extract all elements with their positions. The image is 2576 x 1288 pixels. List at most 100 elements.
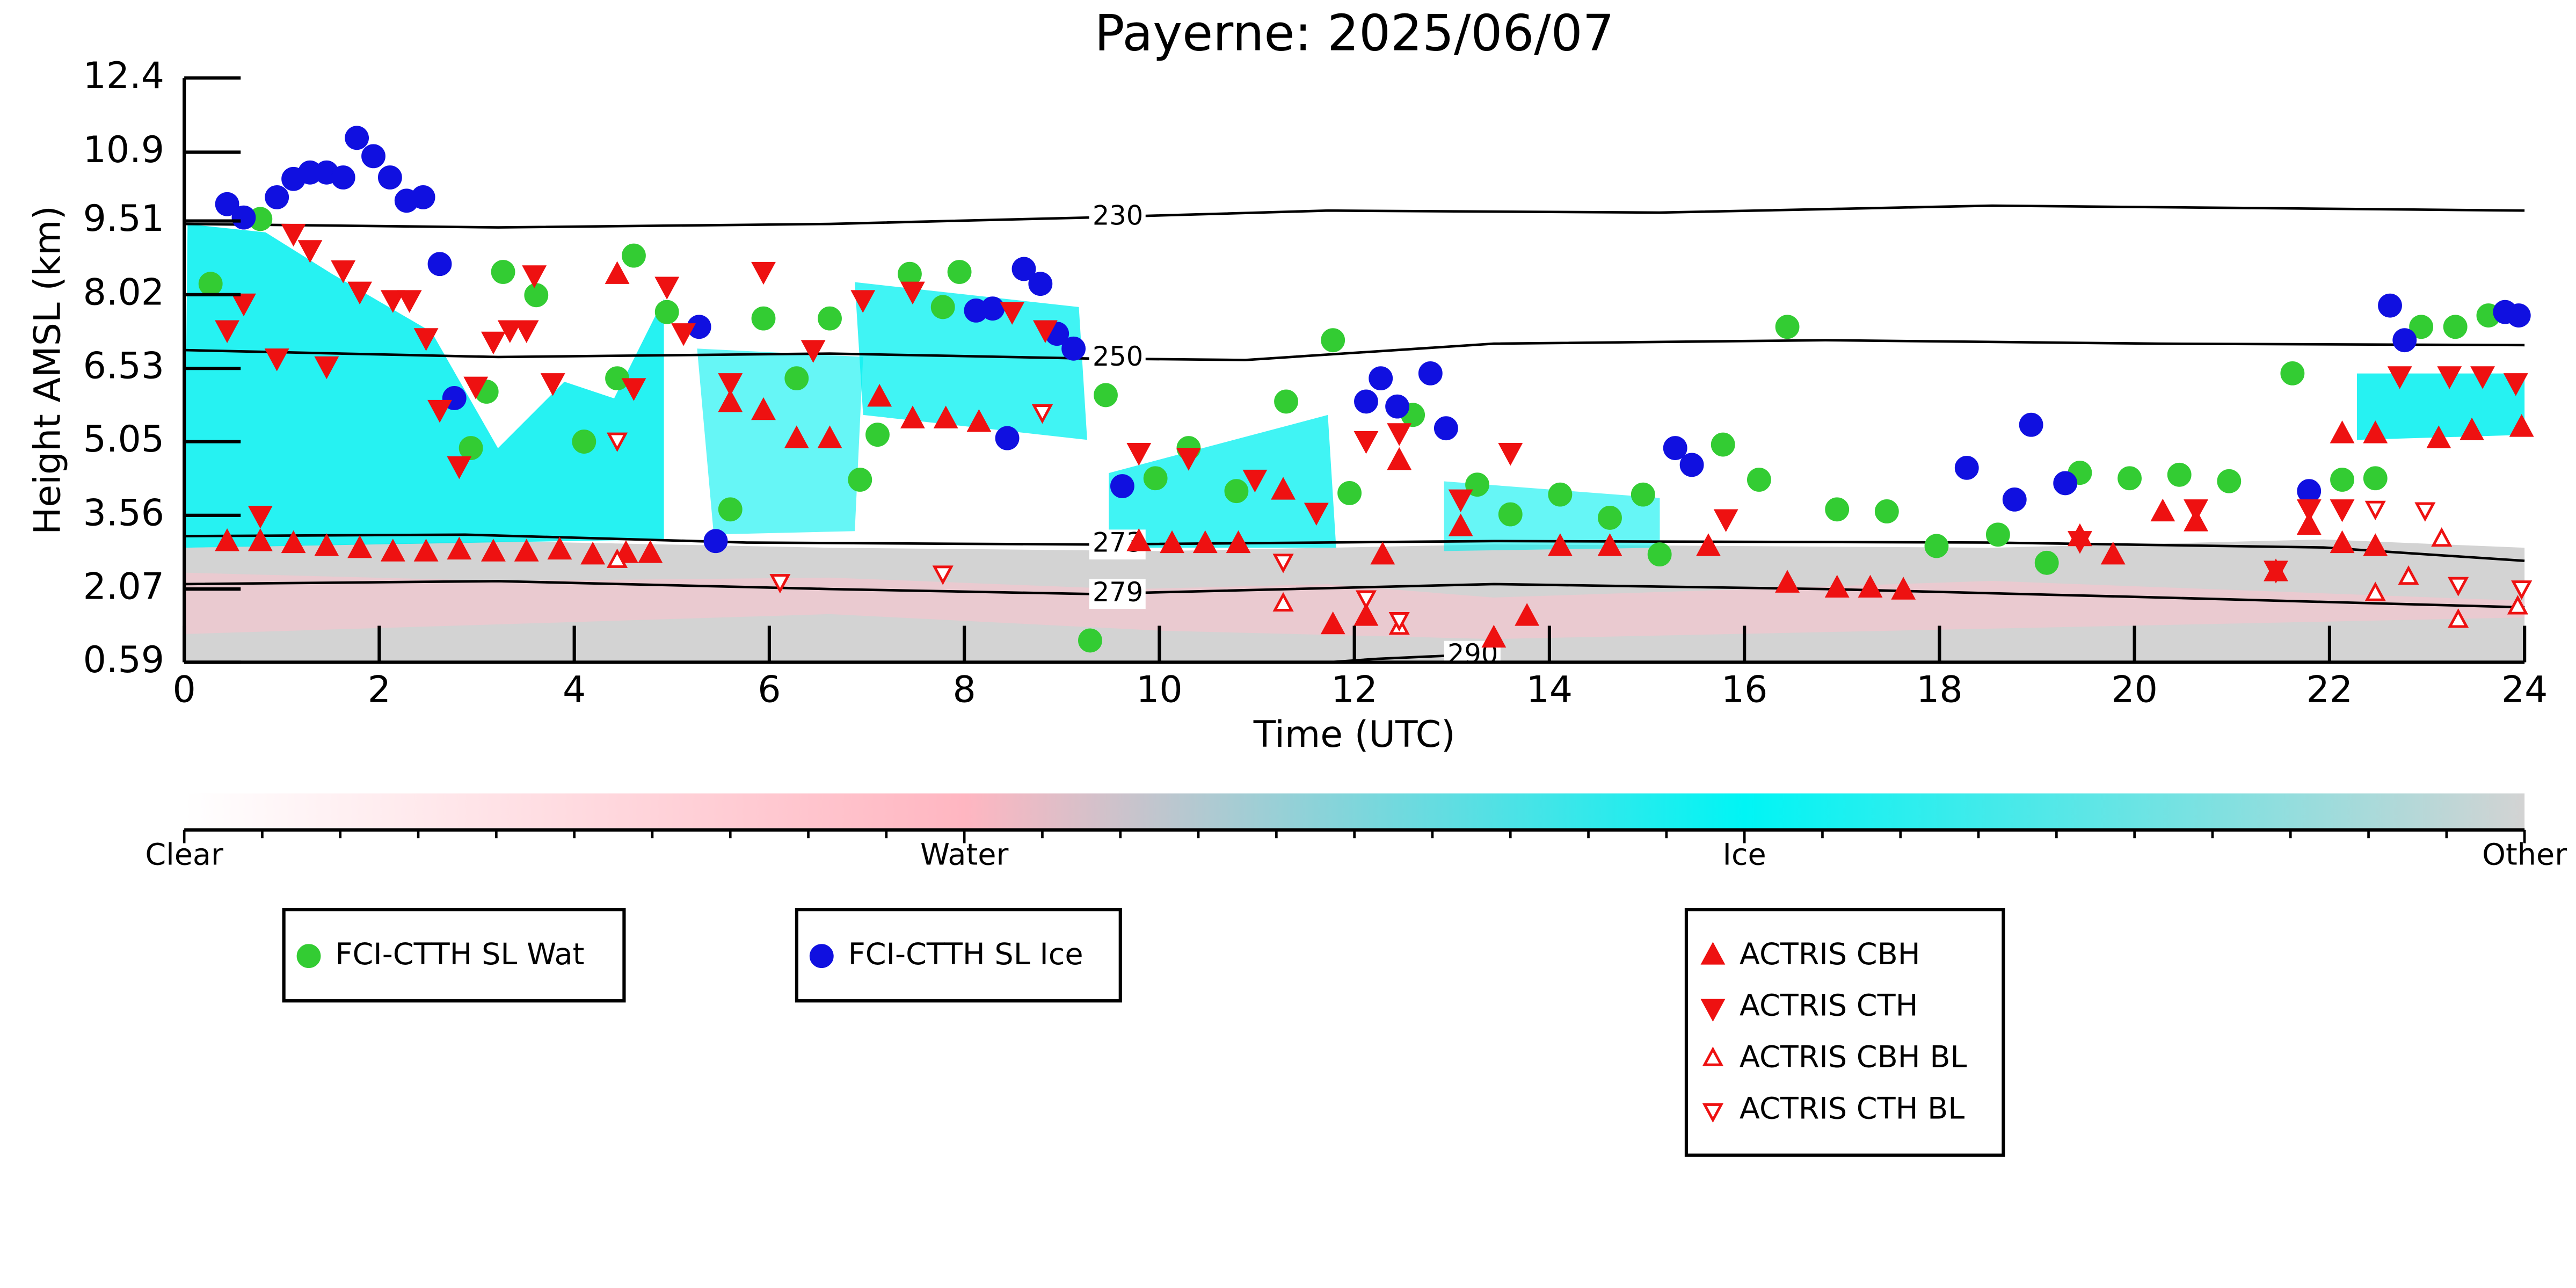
- data-point: [718, 497, 743, 522]
- data-point: [606, 432, 628, 452]
- y-tick-label: 5.05: [83, 418, 164, 461]
- data-point: [1370, 541, 1395, 565]
- data-point: [1498, 443, 1523, 466]
- data-point: [1272, 554, 1294, 573]
- data-point: [427, 252, 452, 276]
- data-point: [2470, 366, 2495, 389]
- data-point: [215, 528, 240, 551]
- data-point: [1891, 577, 1916, 600]
- data-point: [514, 539, 539, 562]
- data-point: [2363, 466, 2388, 491]
- data-point: [966, 409, 992, 432]
- data-point: [1387, 423, 1412, 446]
- data-point: [1775, 570, 1800, 593]
- data-point: [2002, 487, 2027, 512]
- data-point: [718, 389, 743, 412]
- data-point: [1012, 257, 1036, 281]
- data-point: [1176, 448, 1201, 471]
- data-point: [1696, 533, 1721, 556]
- legend-label: ACTRIS CTH BL: [1740, 1091, 1964, 1126]
- data-point: [361, 144, 385, 169]
- data-point: [522, 265, 547, 288]
- data-point: [540, 373, 565, 396]
- data-point: [1858, 574, 1883, 598]
- data-point: [481, 539, 506, 562]
- data-point: [427, 399, 452, 423]
- data-point: [769, 574, 791, 594]
- data-point: [621, 378, 646, 401]
- data-point: [1663, 436, 1687, 460]
- data-point: [2409, 315, 2434, 339]
- data-point: [2437, 366, 2462, 389]
- data-point: [2459, 417, 2485, 441]
- data-point: [397, 290, 422, 313]
- data-point: [2280, 361, 2305, 385]
- data-point: [1337, 481, 1362, 505]
- legend-box: [282, 908, 626, 1003]
- data-point: [215, 320, 240, 343]
- data-point: [331, 165, 355, 190]
- data-point: [491, 260, 515, 284]
- data-point: [2448, 608, 2469, 628]
- y-tick-label: 8.02: [83, 271, 164, 314]
- data-point: [1160, 530, 1184, 554]
- legend-label: ACTRIS CBH: [1740, 937, 1920, 972]
- data-point: [1000, 302, 1025, 325]
- data-point: [703, 529, 728, 554]
- data-point: [2511, 580, 2533, 600]
- data-point: [1448, 489, 1473, 513]
- data-point: [751, 261, 776, 285]
- data-point: [1321, 328, 1345, 353]
- data-point: [718, 373, 743, 396]
- data-point: [198, 272, 223, 296]
- legend-label: FCI-CTTH SL Wat: [335, 937, 584, 972]
- x-axis-label: Time (UTC): [1253, 714, 1456, 756]
- legend-marker: [1702, 1103, 1724, 1123]
- data-point: [1354, 431, 1379, 454]
- data-point: [2330, 499, 2355, 522]
- data-point: [930, 295, 955, 319]
- data-point: [1433, 416, 1458, 441]
- data-point: [2264, 561, 2288, 584]
- data-point: [331, 260, 356, 283]
- data-point: [380, 290, 405, 313]
- data-point: [2506, 303, 2531, 328]
- data-point: [2398, 565, 2419, 585]
- data-point: [231, 205, 256, 230]
- contour-label: 250: [1093, 341, 1143, 372]
- contour-label-bg: [1089, 202, 1146, 232]
- data-point: [1078, 628, 1102, 653]
- data-point: [2100, 541, 2126, 565]
- data-point: [2426, 425, 2451, 448]
- data-point: [345, 126, 369, 150]
- data-point: [1110, 474, 1134, 498]
- data-point: [524, 283, 549, 308]
- data-point: [2448, 577, 2469, 596]
- data-point: [801, 340, 826, 363]
- data-point: [380, 539, 405, 562]
- data-point: [1448, 513, 1473, 536]
- data-point: [2297, 479, 2322, 504]
- data-point: [1355, 590, 1377, 610]
- data-point: [1061, 336, 1086, 361]
- legend-box: [795, 908, 1122, 1003]
- colorbar: [184, 793, 2525, 830]
- data-point: [2330, 420, 2355, 443]
- legend-marker: [1700, 999, 1726, 1022]
- data-point: [481, 331, 506, 355]
- data-point: [900, 405, 925, 428]
- ice-region: [1109, 414, 1336, 548]
- y-tick-label: 3.56: [83, 492, 164, 534]
- ice-region: [855, 282, 1087, 440]
- data-point: [1598, 506, 1622, 530]
- data-point: [2392, 328, 2417, 353]
- data-point: [2150, 498, 2175, 522]
- data-point: [248, 506, 273, 529]
- x-tick-label: 10: [1136, 669, 1183, 711]
- data-point: [671, 323, 696, 346]
- data-point: [1272, 592, 1294, 612]
- data-point: [447, 456, 472, 479]
- ice-region: [184, 224, 664, 548]
- data-point: [314, 533, 339, 556]
